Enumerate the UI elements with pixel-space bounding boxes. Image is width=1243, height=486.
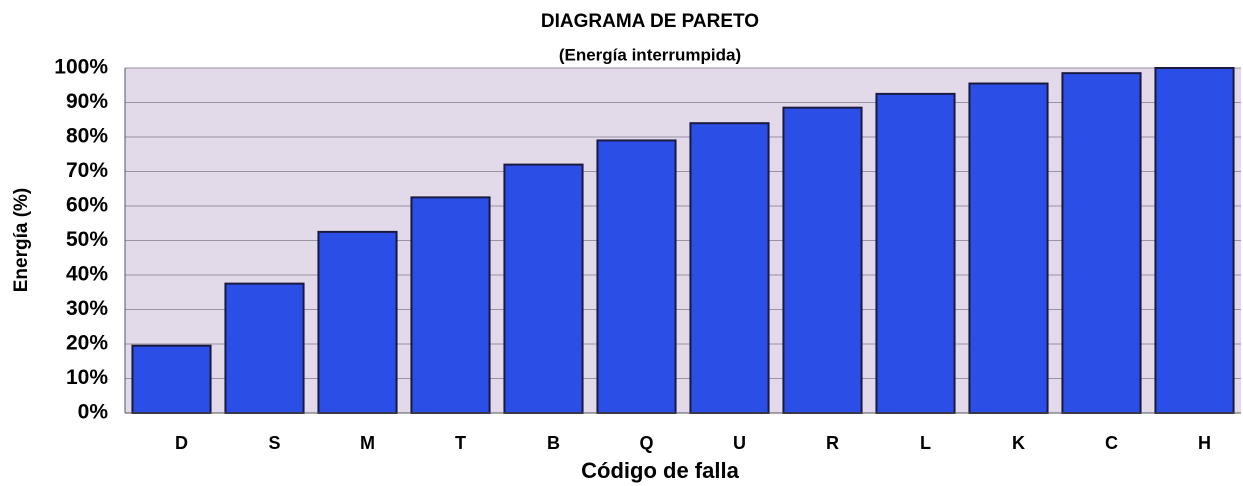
y-tick-label: 100% bbox=[54, 56, 108, 79]
y-tick-label: 0% bbox=[78, 401, 109, 424]
chart-title: DIAGRAMA DE PARETO bbox=[541, 11, 759, 32]
y-tick-label: 60% bbox=[66, 194, 108, 217]
x-tick-label: R bbox=[826, 433, 839, 453]
x-tick-label: L bbox=[920, 433, 931, 453]
bar bbox=[596, 139, 677, 414]
bar bbox=[503, 163, 584, 414]
x-tick-label: D bbox=[175, 433, 188, 453]
x-axis-title: Código de falla bbox=[581, 458, 739, 483]
y-tick-label: 10% bbox=[66, 366, 108, 389]
x-tick-label: S bbox=[268, 433, 280, 453]
y-tick-label: 70% bbox=[66, 159, 108, 182]
y-tick-label: 50% bbox=[66, 228, 108, 251]
y-tick-label: 40% bbox=[66, 263, 108, 286]
bar bbox=[782, 106, 863, 415]
x-tick-label: C bbox=[1105, 433, 1118, 453]
bar bbox=[689, 122, 770, 414]
y-tick-label: 20% bbox=[66, 332, 108, 355]
bar bbox=[968, 82, 1049, 415]
x-tick-label: Q bbox=[639, 433, 653, 453]
x-tick-label: B bbox=[547, 433, 560, 453]
bar bbox=[1061, 72, 1142, 415]
x-tick-label: U bbox=[733, 433, 746, 453]
x-tick-label: M bbox=[360, 433, 375, 453]
x-tick-label: K bbox=[1012, 433, 1025, 453]
y-tick-label: 90% bbox=[66, 90, 108, 113]
y-axis-title: Energía (%) bbox=[11, 188, 32, 293]
bar bbox=[224, 282, 305, 414]
bar bbox=[317, 230, 398, 414]
y-tick-label: 80% bbox=[66, 125, 108, 148]
y-tick-label: 30% bbox=[66, 297, 108, 320]
bar bbox=[131, 344, 212, 415]
bar bbox=[875, 92, 956, 414]
x-tick-label: T bbox=[455, 433, 466, 453]
bar bbox=[410, 196, 491, 414]
chart-subtitle: (Energía interrumpida) bbox=[559, 45, 741, 64]
x-tick-label: H bbox=[1198, 433, 1211, 453]
bar bbox=[1154, 67, 1235, 414]
